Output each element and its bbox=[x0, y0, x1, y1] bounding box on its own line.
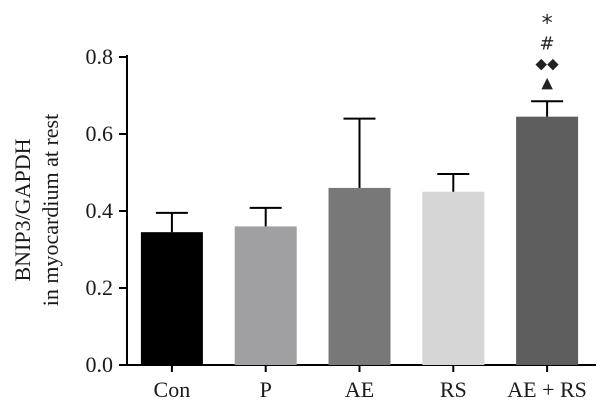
bar bbox=[140, 232, 203, 365]
bar bbox=[328, 187, 391, 365]
y-ticks: 0.0 0.2 0.4 0.6 0.8 bbox=[86, 44, 127, 377]
significance-symbol: ▲ bbox=[541, 73, 553, 91]
y-axis-label: BNIP3/GAPDH in myocardium at rest bbox=[10, 114, 63, 306]
x-tick-label: RS bbox=[440, 377, 467, 402]
error-bars bbox=[155, 100, 564, 233]
y-tick-label: 0.0 bbox=[86, 352, 114, 377]
significance-symbol: ◆◆ bbox=[536, 54, 560, 72]
y-tick-label: 0.2 bbox=[86, 275, 114, 300]
significance-symbol: * bbox=[542, 11, 553, 36]
x-tick-label: AE bbox=[345, 377, 374, 402]
x-tick-label: P bbox=[260, 377, 272, 402]
y-tick-label: 0.6 bbox=[86, 121, 114, 146]
bar bbox=[516, 116, 579, 365]
y-tick-label: 0.8 bbox=[86, 44, 114, 69]
y-tick-label: 0.4 bbox=[86, 198, 114, 223]
bars bbox=[140, 116, 579, 365]
x-tick-label: Con bbox=[154, 377, 191, 402]
significance-markers: ▲◆◆#* bbox=[536, 11, 560, 91]
significance-symbol: # bbox=[540, 33, 555, 54]
bar bbox=[234, 226, 297, 365]
y-axis-label-line-1: BNIP3/GAPDH bbox=[10, 138, 35, 281]
category-labels: Con P AE RS AE + RS bbox=[154, 365, 587, 402]
bar bbox=[422, 191, 485, 365]
y-axis-label-line-2: in myocardium at rest bbox=[38, 114, 63, 306]
x-tick-label: AE + RS bbox=[507, 377, 587, 402]
